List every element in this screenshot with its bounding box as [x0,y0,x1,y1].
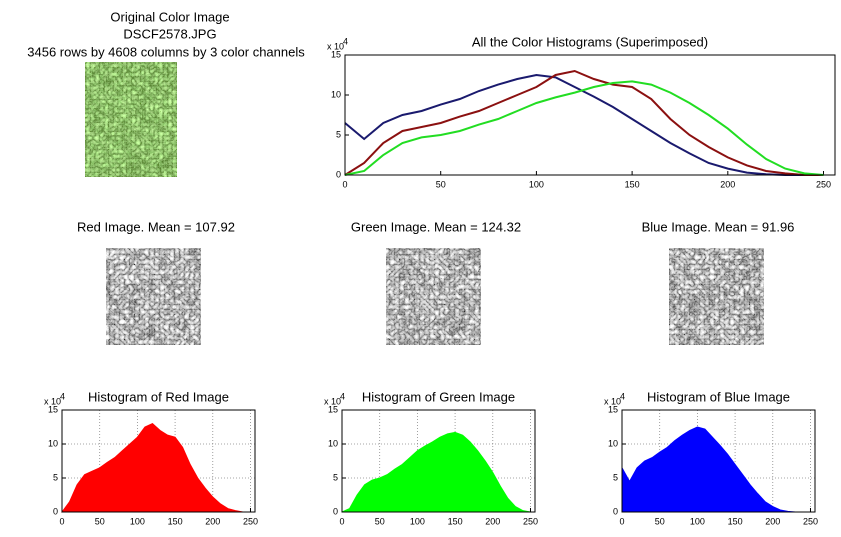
chart-title: Histogram of Green Image [362,389,515,404]
y-tick-label: 10 [48,438,58,448]
y-exponent-base: x 10 [324,396,341,406]
y-exponent: 4 [620,391,625,401]
x-tick-label: 200 [485,516,500,526]
x-tick-label: 200 [205,516,220,526]
axes-box [621,409,816,513]
x-tick-label: 250 [523,516,538,526]
x-tick-label: 100 [130,516,145,526]
blue-channel-image [669,248,764,345]
histogram-area [341,431,531,513]
image-title: 3456 rows by 4608 columns by 3 color cha… [27,44,305,59]
y-exponent: 4 [343,36,348,46]
x-tick-label: 0 [342,179,347,189]
chart-title: All the Color Histograms (Superimposed) [472,34,708,49]
y-tick-label: 10 [331,89,341,99]
axes-box [344,54,836,176]
x-tick-label: 150 [448,516,463,526]
x-tick-label: 150 [625,179,640,189]
image-title: Original Color Image [110,9,229,24]
chart-title: Histogram of Blue Image [647,389,790,404]
histogram-area [621,426,811,513]
x-tick-label: 150 [168,516,183,526]
x-tick-label: 50 [436,179,446,189]
y-exponent: 4 [60,391,65,401]
x-tick-label: 50 [95,516,105,526]
red-channel-image [106,248,201,345]
y-tick-label: 5 [53,472,58,482]
y-exponent-base: x 10 [327,41,344,51]
image-title: Green Image. Mean = 124.32 [351,219,521,234]
y-tick-label: 15 [331,49,341,59]
histogram-line [344,69,824,176]
y-tick-label: 15 [328,404,338,414]
axes-box [61,409,256,513]
x-tick-label: 0 [619,516,624,526]
x-tick-label: 100 [410,516,425,526]
x-tick-label: 150 [728,516,743,526]
y-tick-label: 10 [608,438,618,448]
x-tick-label: 50 [655,516,665,526]
y-tick-label: 5 [613,472,618,482]
x-tick-label: 250 [803,516,818,526]
x-tick-label: 100 [690,516,705,526]
y-tick-label: 15 [608,404,618,414]
y-tick-label: 5 [336,129,341,139]
y-tick-label: 0 [613,506,618,516]
green-channel-image [386,248,481,345]
x-tick-label: 200 [720,179,735,189]
image-title: Red Image. Mean = 107.92 [77,219,235,234]
x-tick-label: 250 [816,179,831,189]
y-tick-label: 0 [336,169,341,179]
y-tick-label: 0 [333,506,338,516]
x-tick-label: 100 [529,179,544,189]
image-title: DSCF2578.JPG [123,26,216,41]
x-tick-label: 0 [59,516,64,526]
histogram-line [344,73,824,176]
color-image [85,62,177,177]
chart-title: Histogram of Red Image [88,389,229,404]
y-exponent-base: x 10 [44,396,61,406]
y-exponent: 4 [340,391,345,401]
y-exponent-base: x 10 [604,396,621,406]
axes-box [341,409,536,513]
y-tick-label: 5 [333,472,338,482]
y-tick-label: 10 [328,438,338,448]
y-tick-label: 0 [53,506,58,516]
histogram-area [61,423,251,513]
histogram-line [344,80,824,176]
image-title: Blue Image. Mean = 91.96 [642,219,795,234]
x-tick-label: 250 [243,516,258,526]
x-tick-label: 200 [765,516,780,526]
y-tick-label: 15 [48,404,58,414]
x-tick-label: 50 [375,516,385,526]
x-tick-label: 0 [339,516,344,526]
